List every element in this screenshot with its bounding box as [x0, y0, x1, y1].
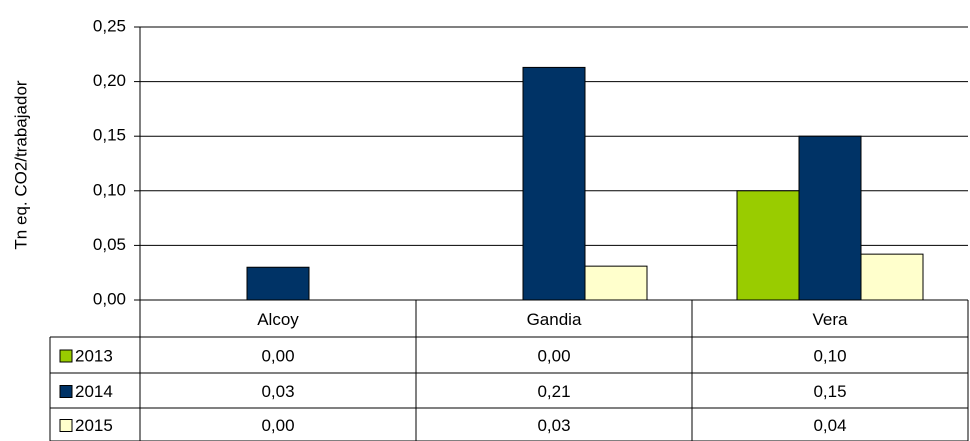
legend-swatch [59, 349, 73, 363]
bar [522, 66, 586, 301]
legend-swatch [59, 385, 73, 398]
data-label: 0,00 [261, 416, 294, 435]
data-label: 0,21 [537, 382, 570, 401]
y-tick-label: 0,00 [93, 289, 126, 308]
data-label: 0,03 [537, 416, 570, 435]
y-tick-label: 0,05 [93, 235, 126, 254]
data-label: 0,00 [537, 346, 570, 365]
data-label: 0,04 [813, 416, 846, 435]
legend-swatch [59, 419, 73, 432]
x-tick-label: Gandia [527, 310, 582, 329]
legend-label: 2014 [75, 382, 113, 401]
bar [860, 253, 924, 301]
y-axis-label: Tn eq. CO2/trabajador [11, 80, 30, 249]
y-tick-label: 0,15 [93, 126, 126, 145]
y-tick-label: 0,10 [93, 180, 126, 199]
bar [584, 265, 648, 301]
x-tick-label: Vera [813, 310, 849, 329]
bar [736, 190, 800, 301]
x-tick-label: Alcoy [257, 310, 299, 329]
data-label: 0,10 [813, 346, 846, 365]
data-label: 0,03 [261, 382, 294, 401]
data-label: 0,15 [813, 382, 846, 401]
legend-label: 2013 [75, 346, 113, 365]
data-label: 0,00 [261, 346, 294, 365]
bar [246, 266, 310, 301]
y-tick-label: 0,25 [93, 16, 126, 35]
legend-label: 2015 [75, 416, 113, 435]
y-tick-label: 0,20 [93, 71, 126, 90]
bar [798, 135, 862, 301]
